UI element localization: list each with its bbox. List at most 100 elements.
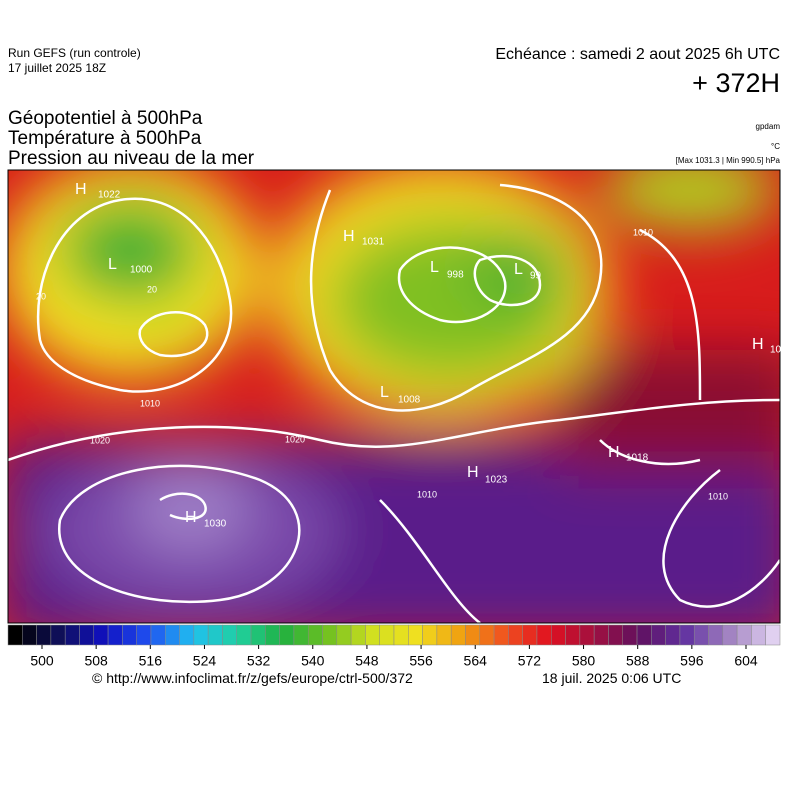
map-label: L	[108, 256, 117, 273]
colorbar-swatch	[50, 624, 66, 646]
map-label: 101	[770, 345, 787, 356]
colorbar-swatch	[693, 624, 709, 646]
map-label: 99	[530, 271, 542, 282]
colorbar-swatch	[393, 624, 409, 646]
colorbar-swatch	[679, 624, 695, 646]
colorbar-swatch	[36, 624, 52, 646]
map-label: 1023	[485, 475, 508, 486]
colorbar-swatch	[179, 624, 195, 646]
colorbar-swatch	[265, 624, 280, 646]
map-label: 1020	[285, 434, 305, 444]
colorbar-swatch	[207, 624, 223, 646]
colorbar-label: 556	[409, 653, 433, 669]
colorbar-swatch	[279, 624, 295, 646]
issue-time: 18 juil. 2025 0:06 UTC	[542, 670, 682, 686]
run: Run GEFS (run controle)	[8, 46, 141, 60]
colorbar-swatch	[165, 624, 180, 646]
map-label: L	[430, 259, 439, 276]
map-label: 1010	[708, 491, 728, 501]
colorbar-label: 564	[464, 653, 488, 669]
colorbar-swatch	[450, 624, 466, 646]
colorbar-swatch	[436, 624, 452, 646]
map-label: 1022	[98, 190, 121, 201]
colorbar-label: 500	[30, 653, 54, 669]
colorbar-swatch	[7, 624, 23, 646]
colorbar-swatch	[22, 624, 37, 646]
colorbar-swatch	[322, 624, 338, 646]
colorbar-label: 572	[518, 653, 542, 669]
map-label: 1000	[130, 265, 153, 276]
colorbar-swatch	[465, 624, 481, 646]
map-label: 1010	[417, 489, 437, 499]
pressure-range: [Max 1031.3 | Min 990.5] hPa	[675, 156, 780, 165]
map-label: H	[185, 509, 197, 526]
map-label: L	[514, 261, 523, 278]
colorbar-swatch	[551, 624, 566, 646]
colorbar-swatch	[608, 624, 623, 646]
map-label: 1008	[398, 395, 421, 406]
colorbar-swatch	[350, 624, 366, 646]
title: Température à 500hPa	[8, 128, 202, 149]
colorbar-label: 596	[680, 653, 704, 669]
colorbar-swatch	[293, 624, 309, 646]
colorbar-label: 604	[734, 653, 758, 669]
colorbar-swatch	[593, 624, 609, 646]
colorbar-swatch	[250, 624, 266, 646]
colorbar-swatch	[651, 624, 666, 646]
map-label: 1018	[626, 453, 649, 464]
colorbar-swatch	[736, 624, 752, 646]
colorbar-swatch	[765, 624, 781, 646]
title: Pression au niveau de la mer	[8, 148, 255, 169]
colorbar-swatch	[222, 624, 237, 646]
colorbar-swatch	[365, 624, 380, 646]
echeance: Echéance : samedi 2 aout 2025 6h UTC	[495, 46, 780, 63]
colorbar-swatch	[422, 624, 438, 646]
colorbar-label: 548	[355, 653, 379, 669]
colorbar-swatch	[722, 624, 738, 646]
map-label: H	[343, 228, 355, 245]
colorbar-swatch	[122, 624, 137, 646]
colorbar-swatch	[336, 624, 352, 646]
title: Géopotentiel à 500hPa	[8, 108, 203, 129]
colorbar-label: 516	[139, 653, 163, 669]
colorbar-swatch	[307, 624, 323, 646]
colorbar-swatch	[193, 624, 209, 646]
map-label: H	[752, 336, 764, 353]
map-label: 20	[147, 284, 157, 294]
map-label: 1020	[90, 435, 110, 445]
lead-time: + 372H	[692, 68, 780, 98]
field	[8, 170, 780, 623]
map-label: 1030	[204, 519, 227, 530]
colorbar-swatch	[636, 624, 652, 646]
map-label: H	[75, 181, 87, 198]
colorbar-swatch	[79, 624, 95, 646]
map-label: 20	[36, 291, 46, 301]
colorbar-swatch	[708, 624, 724, 646]
map-label: 1031	[362, 237, 385, 248]
unit: gpdam	[755, 122, 780, 131]
colorbar-swatch	[579, 624, 595, 646]
colorbar-swatch	[508, 624, 523, 646]
colorbar-swatch	[522, 624, 538, 646]
colorbar-swatch	[136, 624, 152, 646]
source-url: © http://www.infoclimat.fr/z/gefs/europe…	[92, 670, 413, 686]
colorbar-swatch	[236, 624, 252, 646]
colorbar-label: 588	[626, 653, 650, 669]
colorbar-swatch	[107, 624, 123, 646]
colorbar-swatch	[64, 624, 80, 646]
map-label: L	[380, 384, 389, 401]
run-date: 17 juillet 2025 18Z	[8, 61, 107, 75]
colorbar-swatch	[150, 624, 166, 646]
map-label: H	[467, 464, 479, 481]
colorbar-label: 540	[301, 653, 325, 669]
map-label: 1010	[633, 227, 653, 237]
colorbar-label: 580	[572, 653, 596, 669]
colorbar-swatch	[536, 624, 552, 646]
map-label: H	[608, 444, 620, 461]
colorbar-swatch	[493, 624, 509, 646]
colorbar-label: 508	[84, 653, 108, 669]
unit: °C	[771, 142, 780, 151]
colorbar-swatch	[665, 624, 681, 646]
map-label: 1010	[140, 398, 160, 408]
